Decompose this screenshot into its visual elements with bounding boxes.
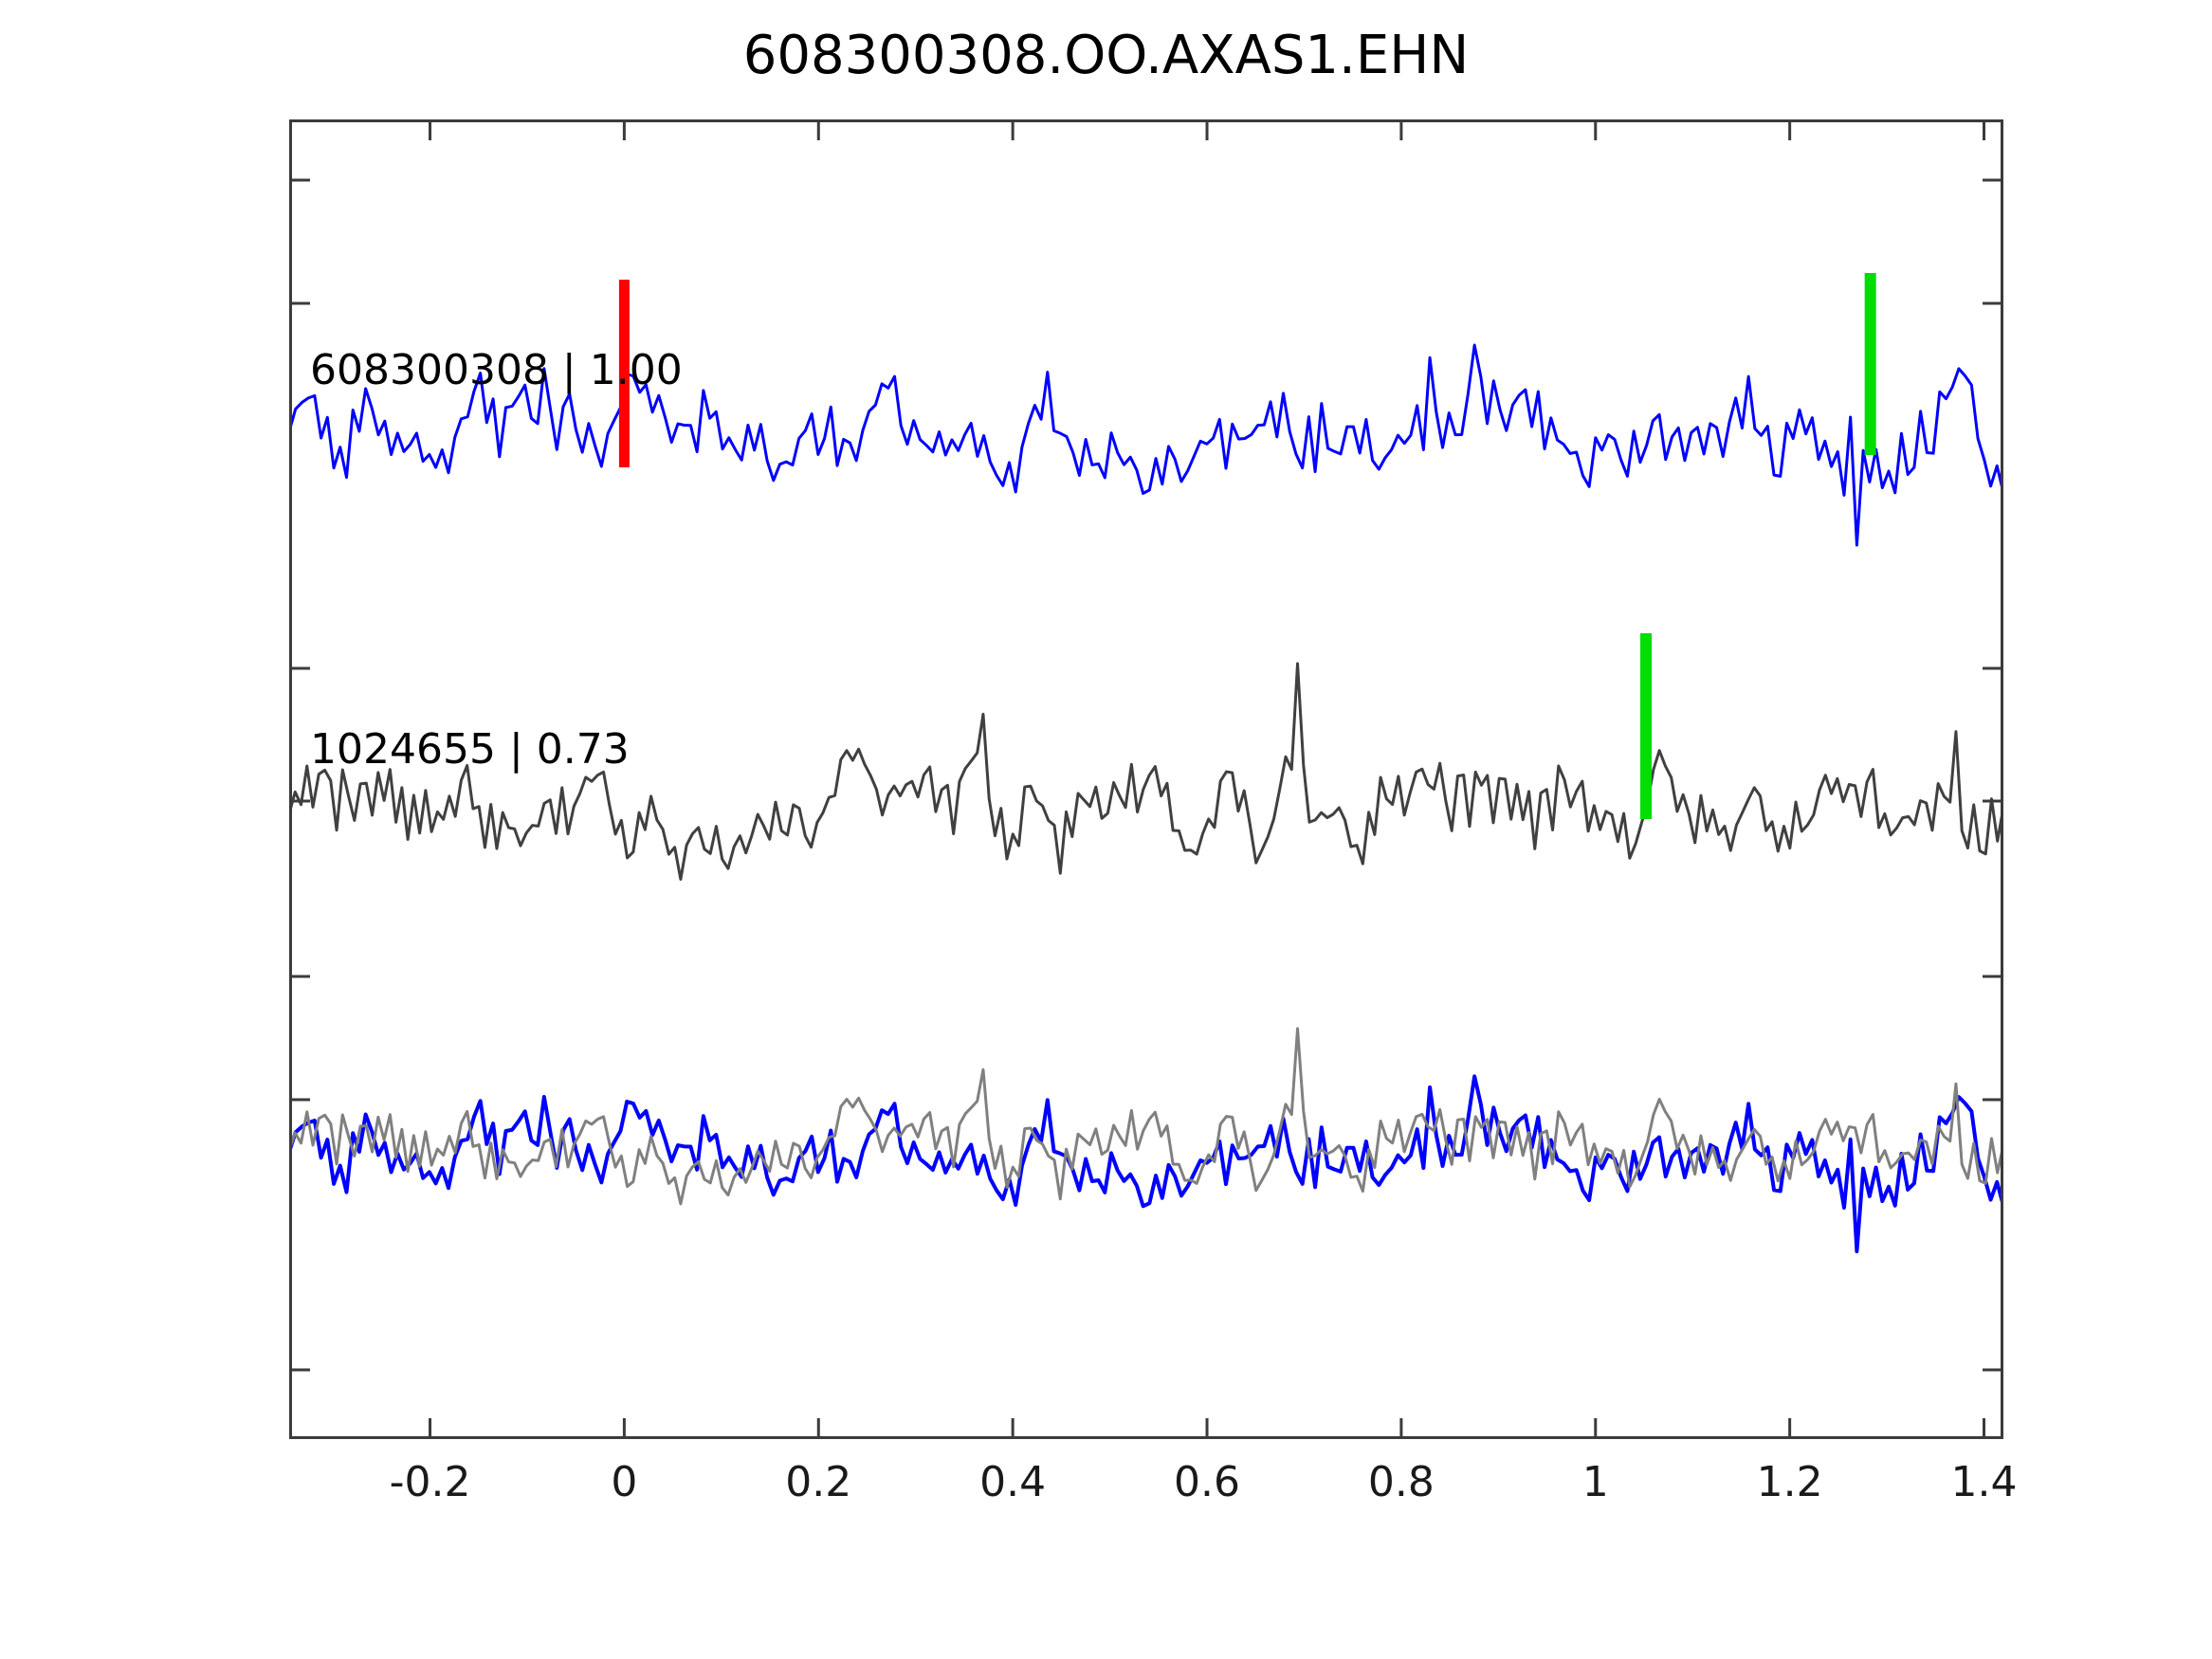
template-trace: [289, 343, 2003, 547]
trace-label-detection-trace: 1024655 | 0.73: [310, 725, 630, 774]
waveform-canvas: 608300308 | 1.00 1024655 | 0.73: [289, 119, 2003, 1439]
x-axis-tick-labels: -0.2 0 0.2 0.4 0.6 0.8 1 1.2 1.4: [289, 1458, 2018, 1524]
x-tick-label: 0.8: [1367, 1458, 1435, 1506]
plot-axes: 608300308 | 1.00 1024655 | 0.73: [289, 119, 2003, 1439]
x-tick-label: 1.2: [1756, 1458, 1823, 1506]
page-title: 608300308.OO.AXAS1.EHN: [742, 25, 1470, 86]
trace-labels: 608300308 | 1.00 1024655 | 0.73: [310, 346, 683, 774]
x-tick-label: 0.4: [979, 1458, 1047, 1506]
x-tick-label: 1.4: [1950, 1458, 2018, 1506]
pick-markers: [618, 273, 1876, 819]
waveform-traces: [289, 343, 2003, 1253]
p-pick-marker: [618, 280, 630, 467]
x-tick-label: 1: [1581, 1458, 1609, 1506]
overlay-trace-template: [289, 1074, 2003, 1253]
x-tick-label: 0: [611, 1458, 638, 1506]
x-tick-label: 0.2: [785, 1458, 852, 1506]
trace-label-template-trace: 608300308 | 1.00: [310, 346, 683, 394]
detection-trace: [289, 662, 2003, 882]
s-pick-marker-middle: [1640, 633, 1653, 819]
x-tick-label: -0.2: [389, 1458, 471, 1506]
s-pick-marker-top: [1864, 273, 1876, 455]
x-tick-label: 0.6: [1174, 1458, 1241, 1506]
overlay-trace-detection: [289, 1027, 2003, 1206]
